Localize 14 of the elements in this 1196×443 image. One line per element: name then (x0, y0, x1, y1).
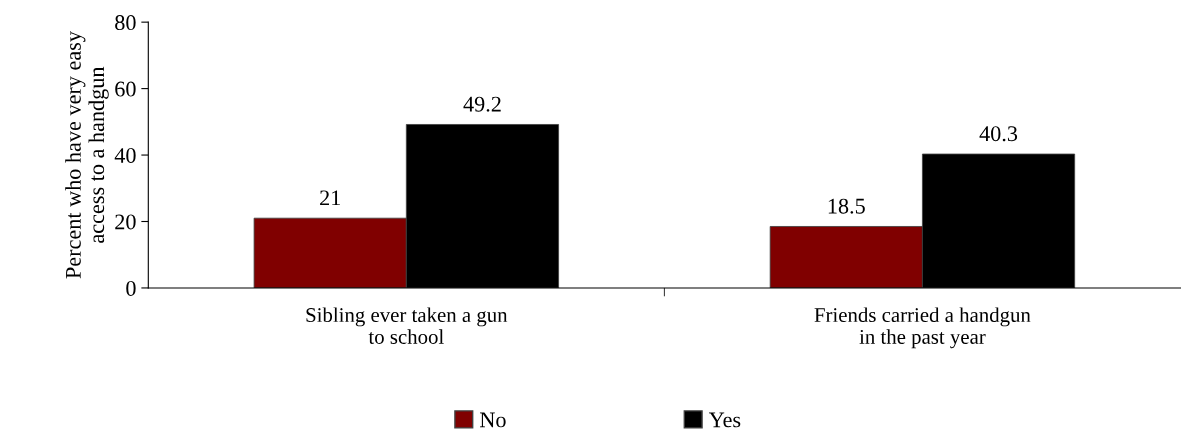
x-tick-label: Sibling ever taken a gun to school (306, 307, 508, 344)
y-tick-label: 0 (126, 280, 136, 296)
y-tick-label: 20 (115, 214, 136, 230)
data-label: 21 (320, 190, 340, 206)
legend-label: No (480, 412, 506, 428)
data-label: 18.5 (828, 198, 865, 214)
data-label: 40.3 (979, 126, 1018, 142)
y-tick-label: 40 (114, 147, 136, 163)
y-tick-label: 80 (115, 15, 136, 31)
x-tick-label: Friends carried a handgun in the past year (814, 307, 1031, 349)
data-label: 49.2 (463, 96, 501, 112)
y-tick-label: 60 (115, 81, 136, 97)
y-axis-title: Percent who have very easy access to a handgun (65, 31, 109, 279)
legend-label: Yes (708, 412, 741, 428)
